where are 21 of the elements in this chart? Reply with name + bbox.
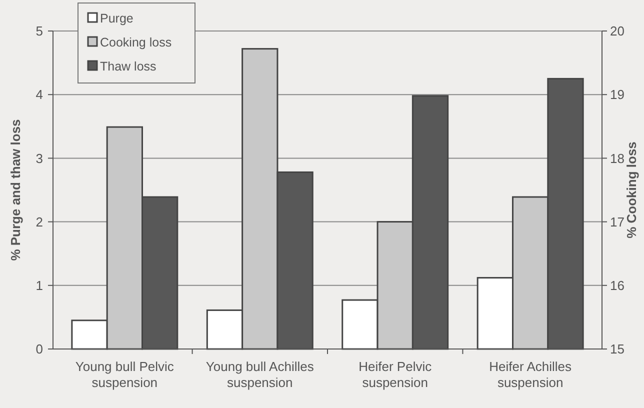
- legend-label: Thaw loss: [100, 59, 156, 74]
- y-tick-label: 2: [36, 214, 43, 230]
- y-tick-label: 4: [36, 87, 43, 102]
- y-tick-label: 0: [36, 342, 43, 357]
- y2-tick-label: 15: [610, 342, 624, 357]
- y-tick-label: 5: [36, 24, 43, 39]
- x-tick-label: Heifer Achilles suspension: [489, 359, 572, 390]
- legend-label: Purge: [100, 11, 134, 26]
- y2-tick-label: 20: [610, 24, 624, 39]
- y-tick-label: 3: [36, 150, 43, 166]
- y2-axis-title: % Cooking loss: [624, 142, 639, 238]
- x-tick-label: Heifer Pelvic suspension: [358, 359, 432, 390]
- y2-tick-label: 19: [610, 87, 624, 102]
- x-tick-label: Young bull Pelvic suspension: [75, 359, 174, 390]
- y2-tick-label: 18: [610, 150, 624, 166]
- y-axis-title: % Purge and thaw loss: [8, 119, 23, 261]
- y2-tick-label: 17: [610, 214, 624, 230]
- y2-tick-label: 16: [610, 278, 624, 293]
- y-tick-label: 1: [36, 278, 43, 293]
- legend-label: Cooking loss: [100, 35, 172, 50]
- x-tick-label: Young bull Achilles suspension: [206, 359, 314, 390]
